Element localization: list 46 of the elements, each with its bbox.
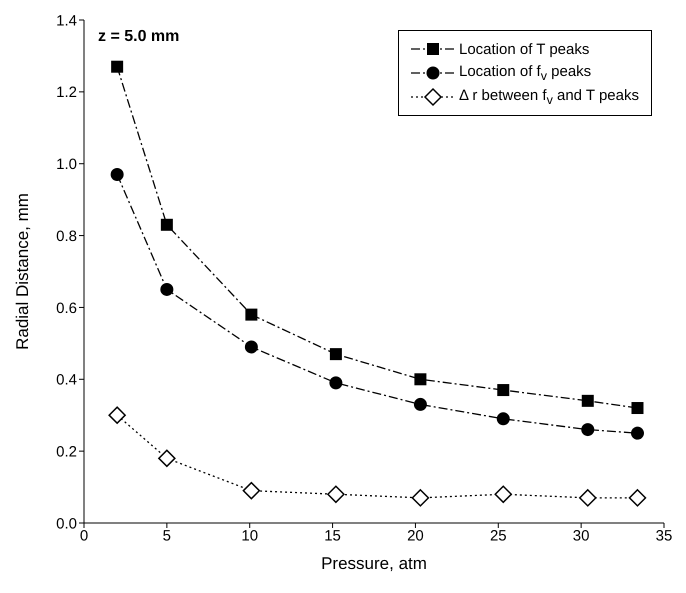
legend-label: Location of T peaks [458, 40, 590, 58]
point [414, 398, 427, 411]
x-tick-label: 30 [572, 528, 590, 545]
point [582, 394, 594, 407]
point [327, 486, 345, 504]
point [412, 489, 430, 507]
point [581, 423, 594, 436]
point [111, 60, 124, 73]
point [494, 486, 512, 504]
y-tick-label: 1.4 [56, 12, 77, 30]
x-tick-label: 0 [80, 528, 88, 545]
point [110, 168, 124, 181]
y-axis-title: Radial Distance, mm [13, 193, 32, 350]
x-axis-title: Pressure, atm [321, 554, 427, 573]
point [160, 218, 173, 231]
point [242, 482, 260, 500]
point [244, 340, 258, 354]
point [628, 489, 646, 507]
y-tick-label: 0.8 [56, 228, 77, 245]
x-tick-label: 25 [490, 528, 507, 545]
annotation: z = 5.0 mm [98, 28, 180, 46]
legend-label: Δ r between f$_{v}$ and T peaks [458, 87, 639, 107]
x-tick-label: 20 [407, 528, 424, 545]
point [329, 376, 342, 390]
point [245, 308, 258, 321]
legend-label: Location of f$_{v}$ peaks [458, 63, 592, 83]
point [630, 426, 644, 440]
y-tick-label: 0.0 [56, 515, 77, 532]
x-tick-label: 15 [324, 528, 341, 545]
point [631, 402, 644, 414]
y-tick-label: 1.2 [56, 84, 77, 102]
point [330, 348, 342, 360]
y-tick-label: 1.0 [56, 156, 77, 174]
point [160, 282, 174, 296]
y-tick-label: 0.6 [56, 300, 77, 317]
point [108, 406, 126, 424]
point [414, 373, 426, 386]
y-tick-label: 0.2 [56, 443, 77, 460]
point [496, 412, 510, 426]
x-tick-label: 35 [656, 528, 672, 545]
point [158, 450, 176, 468]
point [497, 384, 510, 396]
x-tick-label: 5 [162, 528, 172, 545]
x-tick-label: 10 [241, 528, 258, 545]
y-tick-label: 0.4 [56, 372, 77, 389]
point [579, 489, 597, 507]
